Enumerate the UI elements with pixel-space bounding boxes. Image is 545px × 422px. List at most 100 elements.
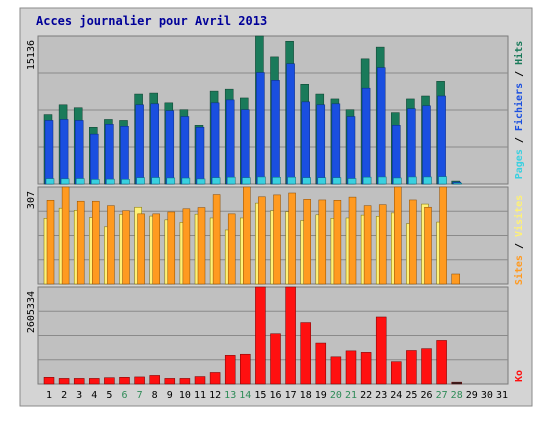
kb-bar bbox=[89, 378, 100, 385]
day-label: 14 bbox=[239, 390, 251, 401]
kb-bar bbox=[330, 356, 342, 385]
kb-bar bbox=[134, 376, 145, 385]
day-label: 25 bbox=[405, 390, 417, 401]
legend-entry: Visites bbox=[513, 195, 525, 237]
day-label: 11 bbox=[194, 390, 206, 401]
kb-bar bbox=[43, 377, 55, 385]
files-bar bbox=[74, 120, 84, 185]
files-bar bbox=[241, 109, 250, 185]
files-bar bbox=[90, 133, 99, 185]
y-tick-label: 15136 bbox=[26, 40, 37, 70]
sites-bar bbox=[227, 213, 236, 285]
sites-bar bbox=[318, 199, 327, 285]
day-label: 6 bbox=[121, 390, 127, 401]
kb-bar bbox=[270, 333, 281, 385]
kb-bar bbox=[119, 377, 130, 385]
pages-bar bbox=[166, 177, 176, 185]
day-label: 29 bbox=[466, 390, 478, 401]
day-label: 4 bbox=[91, 390, 97, 401]
sites-bar bbox=[152, 213, 160, 285]
pages-bar bbox=[226, 176, 236, 185]
sites-bar bbox=[424, 206, 432, 285]
pages-bar bbox=[136, 177, 145, 185]
y-tick-label: 307 bbox=[26, 191, 37, 209]
files-bar bbox=[437, 95, 446, 185]
sites-bar bbox=[394, 186, 402, 285]
pages-bar bbox=[196, 178, 206, 185]
sites-bar bbox=[46, 200, 55, 285]
sites-bar bbox=[451, 273, 460, 285]
files-bar bbox=[150, 103, 159, 185]
files-bar bbox=[165, 110, 175, 185]
pages-bar bbox=[106, 178, 115, 185]
day-label: 22 bbox=[360, 390, 372, 401]
legend-separator: / bbox=[514, 65, 525, 83]
pages-bar bbox=[287, 176, 296, 185]
kb-bar bbox=[300, 322, 311, 385]
legend-entry: Sites bbox=[513, 255, 525, 285]
day-label: 15 bbox=[254, 390, 266, 401]
pages-bar bbox=[151, 177, 160, 185]
kb-bar bbox=[209, 372, 221, 385]
kb-bar bbox=[58, 378, 70, 385]
sites-bar bbox=[122, 210, 130, 285]
kb-bar bbox=[104, 377, 115, 385]
files-bar bbox=[120, 126, 129, 185]
day-label: 21 bbox=[345, 390, 357, 401]
files-bar bbox=[407, 108, 416, 185]
sites-bar bbox=[107, 205, 115, 285]
day-label: 10 bbox=[179, 390, 191, 401]
chart-title: Acces journalier pour Avril 2013 bbox=[36, 14, 267, 28]
pages-bar bbox=[257, 176, 266, 185]
kb-bar bbox=[421, 348, 432, 385]
pages-bar bbox=[121, 179, 130, 185]
kb-bar bbox=[391, 361, 402, 385]
pages-bar bbox=[393, 177, 402, 185]
day-label: 9 bbox=[167, 390, 173, 401]
files-bar bbox=[271, 80, 280, 185]
day-label: 31 bbox=[496, 390, 508, 401]
sites-bar bbox=[363, 205, 372, 285]
pages-bar bbox=[423, 176, 432, 185]
sites-bar bbox=[348, 196, 357, 285]
files-bar bbox=[105, 124, 114, 185]
kb-bar bbox=[179, 378, 191, 385]
files-bar bbox=[210, 102, 220, 185]
kb-bar bbox=[224, 355, 236, 385]
day-label: 23 bbox=[375, 390, 387, 401]
pages-bar bbox=[211, 177, 221, 185]
day-label: 17 bbox=[285, 390, 297, 401]
files-bar bbox=[422, 105, 431, 185]
day-label: 30 bbox=[481, 390, 493, 401]
files-bar bbox=[316, 104, 326, 185]
day-label: 20 bbox=[330, 390, 342, 401]
sites-bar bbox=[212, 194, 221, 285]
kb-bar bbox=[194, 376, 206, 385]
kb-bar bbox=[255, 286, 266, 385]
day-label: 8 bbox=[152, 390, 158, 401]
kb-bar bbox=[360, 352, 372, 385]
files-bar bbox=[392, 125, 401, 185]
files-bar bbox=[256, 72, 265, 185]
sites-bar bbox=[273, 194, 281, 285]
day-label: 28 bbox=[451, 390, 463, 401]
pages-bar bbox=[75, 178, 85, 185]
sites-bar bbox=[92, 200, 100, 285]
day-label: 16 bbox=[269, 390, 281, 401]
files-bar bbox=[225, 99, 235, 185]
pages-bar bbox=[438, 176, 447, 185]
pages-bar bbox=[362, 176, 372, 185]
kb-bar bbox=[149, 375, 160, 385]
day-label: 27 bbox=[436, 390, 448, 401]
pages-bar bbox=[332, 177, 342, 185]
sites-bar bbox=[303, 199, 311, 285]
day-label: 24 bbox=[390, 390, 402, 401]
day-label: 19 bbox=[315, 390, 327, 401]
sites-bar bbox=[197, 207, 206, 285]
kb-bar bbox=[406, 350, 417, 385]
day-label: 26 bbox=[420, 390, 432, 401]
day-label: 1 bbox=[46, 390, 52, 401]
sites-bar bbox=[409, 199, 417, 285]
sites-bar bbox=[243, 186, 251, 285]
